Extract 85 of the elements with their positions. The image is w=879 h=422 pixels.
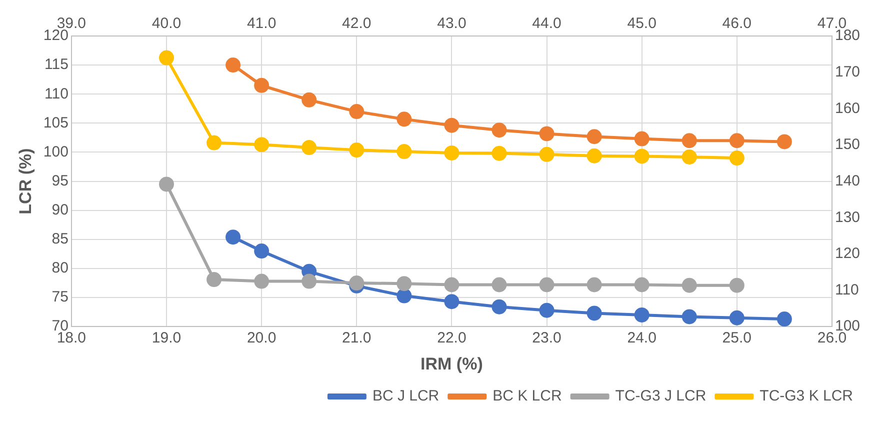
point [444, 118, 460, 133]
point [254, 137, 270, 152]
y-tick-label: 90 [52, 202, 68, 218]
y2-tick-label: 120 [834, 245, 860, 262]
x2-tick-label: 43.0 [437, 15, 466, 32]
y-tick-label: 110 [44, 85, 68, 102]
x2-tick-label: 45.0 [627, 15, 656, 32]
x-tick-label: 23.0 [532, 330, 562, 347]
point [349, 142, 364, 158]
point [586, 129, 602, 144]
point [729, 133, 744, 148]
point [539, 126, 554, 142]
y-tick-label: 95 [52, 172, 68, 190]
point [396, 144, 412, 160]
point [396, 112, 412, 127]
point [302, 140, 317, 156]
x2-tick-label: 46.0 [722, 15, 752, 32]
point [226, 58, 241, 73]
y-axis-title: LCR (%) [16, 148, 35, 214]
y-tick-label: 105 [43, 114, 68, 132]
point [776, 134, 792, 150]
y-tick-label: 100 [43, 143, 68, 160]
y2-tick-label: 170 [834, 63, 860, 80]
point [539, 146, 554, 162]
point [302, 92, 317, 108]
point [729, 150, 744, 166]
y2-tick-label: 110 [834, 281, 859, 298]
point [444, 277, 460, 292]
legend-label: TC-G3 J LCR [615, 388, 706, 405]
point [226, 230, 241, 245]
point [158, 176, 174, 192]
point [349, 104, 364, 120]
y2-tick-label: 160 [834, 100, 860, 117]
point [586, 148, 602, 164]
point [254, 244, 270, 259]
legend-label: TC-G3 K LCR [760, 388, 854, 405]
point [634, 148, 650, 164]
point [396, 288, 412, 304]
x-tick-label: 24.0 [627, 330, 656, 347]
point [206, 135, 222, 150]
point [492, 122, 507, 138]
point [158, 50, 174, 66]
x2-tick-label: 42.0 [342, 15, 372, 32]
point [539, 277, 554, 292]
point [682, 149, 697, 164]
legend-label: BC J LCR [372, 388, 440, 405]
point [492, 146, 507, 161]
x2-tick-label: 44.0 [532, 15, 562, 32]
point [634, 131, 650, 146]
point [729, 278, 744, 293]
y2-tick-label: 140 [834, 172, 860, 190]
point [776, 312, 792, 327]
y2-tick-label: 130 [834, 208, 860, 226]
y-tick-label: 80 [52, 260, 68, 277]
x-tick-label: 22.0 [437, 330, 466, 347]
point [302, 274, 317, 289]
x-tick-label: 19.0 [152, 330, 182, 347]
point [682, 278, 697, 293]
x2-tick-label: 40.0 [152, 15, 182, 32]
point [729, 310, 744, 326]
point [634, 307, 650, 322]
point [682, 309, 697, 324]
x2-tick-label: 41.0 [246, 15, 276, 32]
y-tick-label: 75 [52, 288, 68, 306]
point [206, 272, 222, 288]
point [444, 145, 460, 160]
point [492, 277, 507, 292]
point [634, 277, 650, 292]
point [586, 306, 602, 321]
point [539, 302, 554, 318]
legend-label: BC K LCR [492, 388, 562, 405]
y-tick-label: 115 [44, 56, 68, 74]
x-tick-label: 25.0 [722, 330, 752, 347]
x-tick-label: 21.0 [342, 330, 372, 347]
point [682, 133, 697, 148]
point [254, 78, 270, 93]
point [396, 276, 412, 292]
x-tick-label: 20.0 [246, 330, 276, 347]
y2-tick-label: 150 [834, 136, 860, 154]
x-axis-title: IRM (%) [420, 354, 483, 374]
y-tick-label: 85 [52, 230, 68, 248]
point [586, 277, 602, 292]
point [254, 274, 270, 289]
point [444, 294, 460, 310]
point [492, 299, 507, 314]
